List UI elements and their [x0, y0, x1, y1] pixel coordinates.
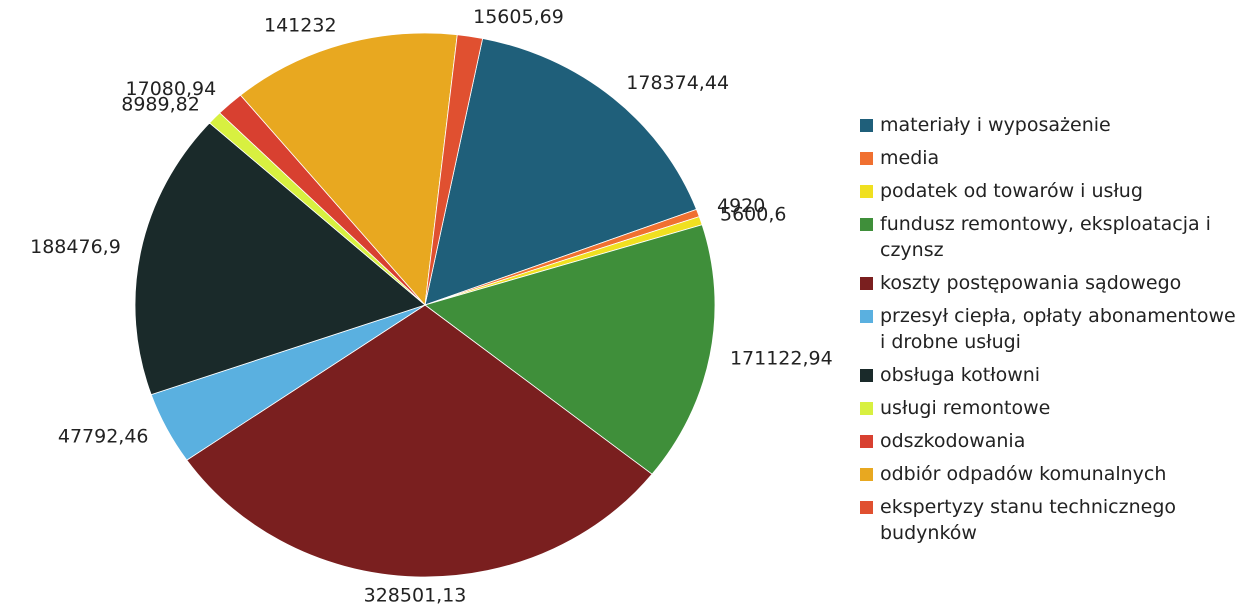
legend-entry: ekspertyzy stanu technicznego budynków	[858, 494, 1243, 546]
pie-slice	[424, 37, 698, 306]
legend-label: fundusz remontowy, eksploatacja i czynsz	[880, 213, 1211, 261]
data-label: 188476,9	[30, 236, 121, 258]
pie-slice	[424, 34, 484, 306]
data-label: 171122,94	[730, 347, 833, 369]
legend-entry: media	[858, 145, 1243, 171]
legend-entry: odbiór odpadów komunalnych	[858, 461, 1243, 487]
data-label: 328501,13	[364, 584, 467, 606]
legend-entry: podatek od towarów i usług	[858, 178, 1243, 204]
legend-entry: fundusz remontowy, eksploatacja i czynsz	[858, 211, 1243, 263]
legend-entry: przesył ciepła, opłaty abonamentowe i dr…	[858, 303, 1243, 355]
data-label: 15605,69	[473, 6, 564, 28]
legend-label: ekspertyzy stanu technicznego budynków	[880, 496, 1177, 544]
data-label: 4920	[717, 195, 765, 217]
pie-slice	[239, 32, 458, 306]
pie-slice	[134, 122, 426, 396]
data-label: 8989,82	[121, 93, 200, 115]
legend-swatch	[860, 369, 873, 382]
legend-label: odbiór odpadów komunalnych	[880, 463, 1167, 485]
legend-swatch	[860, 277, 873, 290]
legend-swatch	[860, 185, 873, 198]
legend-entry: usługi remontowe	[858, 395, 1243, 421]
legend-label: usługi remontowe	[880, 397, 1051, 419]
data-label: 17080,94	[126, 78, 217, 100]
legend-label: przesył ciepła, opłaty abonamentowe i dr…	[880, 305, 1236, 353]
legend-swatch	[860, 119, 873, 132]
legend-label: media	[880, 147, 940, 169]
data-label: 47792,46	[58, 426, 149, 448]
legend: materiały i wyposażenie media podatek od t…	[858, 112, 1243, 553]
legend-swatch	[860, 310, 873, 323]
legend-entry: odszkodowania	[858, 428, 1243, 454]
legend-label: materiały i wyposażenie	[880, 114, 1111, 136]
legend-label: podatek od towarów i usług	[880, 180, 1143, 202]
legend-swatch	[860, 402, 873, 415]
legend-entry: koszty postępowania sądowego	[858, 270, 1243, 296]
legend-swatch	[860, 218, 873, 231]
legend-label: obsługa kotłowni	[880, 364, 1041, 386]
pie-slice	[424, 224, 716, 475]
legend-entry: materiały i wyposażenie	[858, 112, 1243, 138]
legend-swatch	[860, 152, 873, 165]
legend-label: odszkodowania	[880, 430, 1026, 452]
legend-entry: obsługa kotłowni	[858, 362, 1243, 388]
data-label: 5600,6	[720, 203, 786, 225]
legend-swatch	[860, 435, 873, 448]
legend-swatch	[860, 468, 873, 481]
legend-label: koszty postępowania sądowego	[880, 272, 1182, 294]
pie-slice	[186, 304, 653, 578]
data-label: 141232	[264, 15, 337, 37]
legend-swatch	[860, 501, 873, 514]
data-label: 178374,44	[626, 72, 729, 94]
